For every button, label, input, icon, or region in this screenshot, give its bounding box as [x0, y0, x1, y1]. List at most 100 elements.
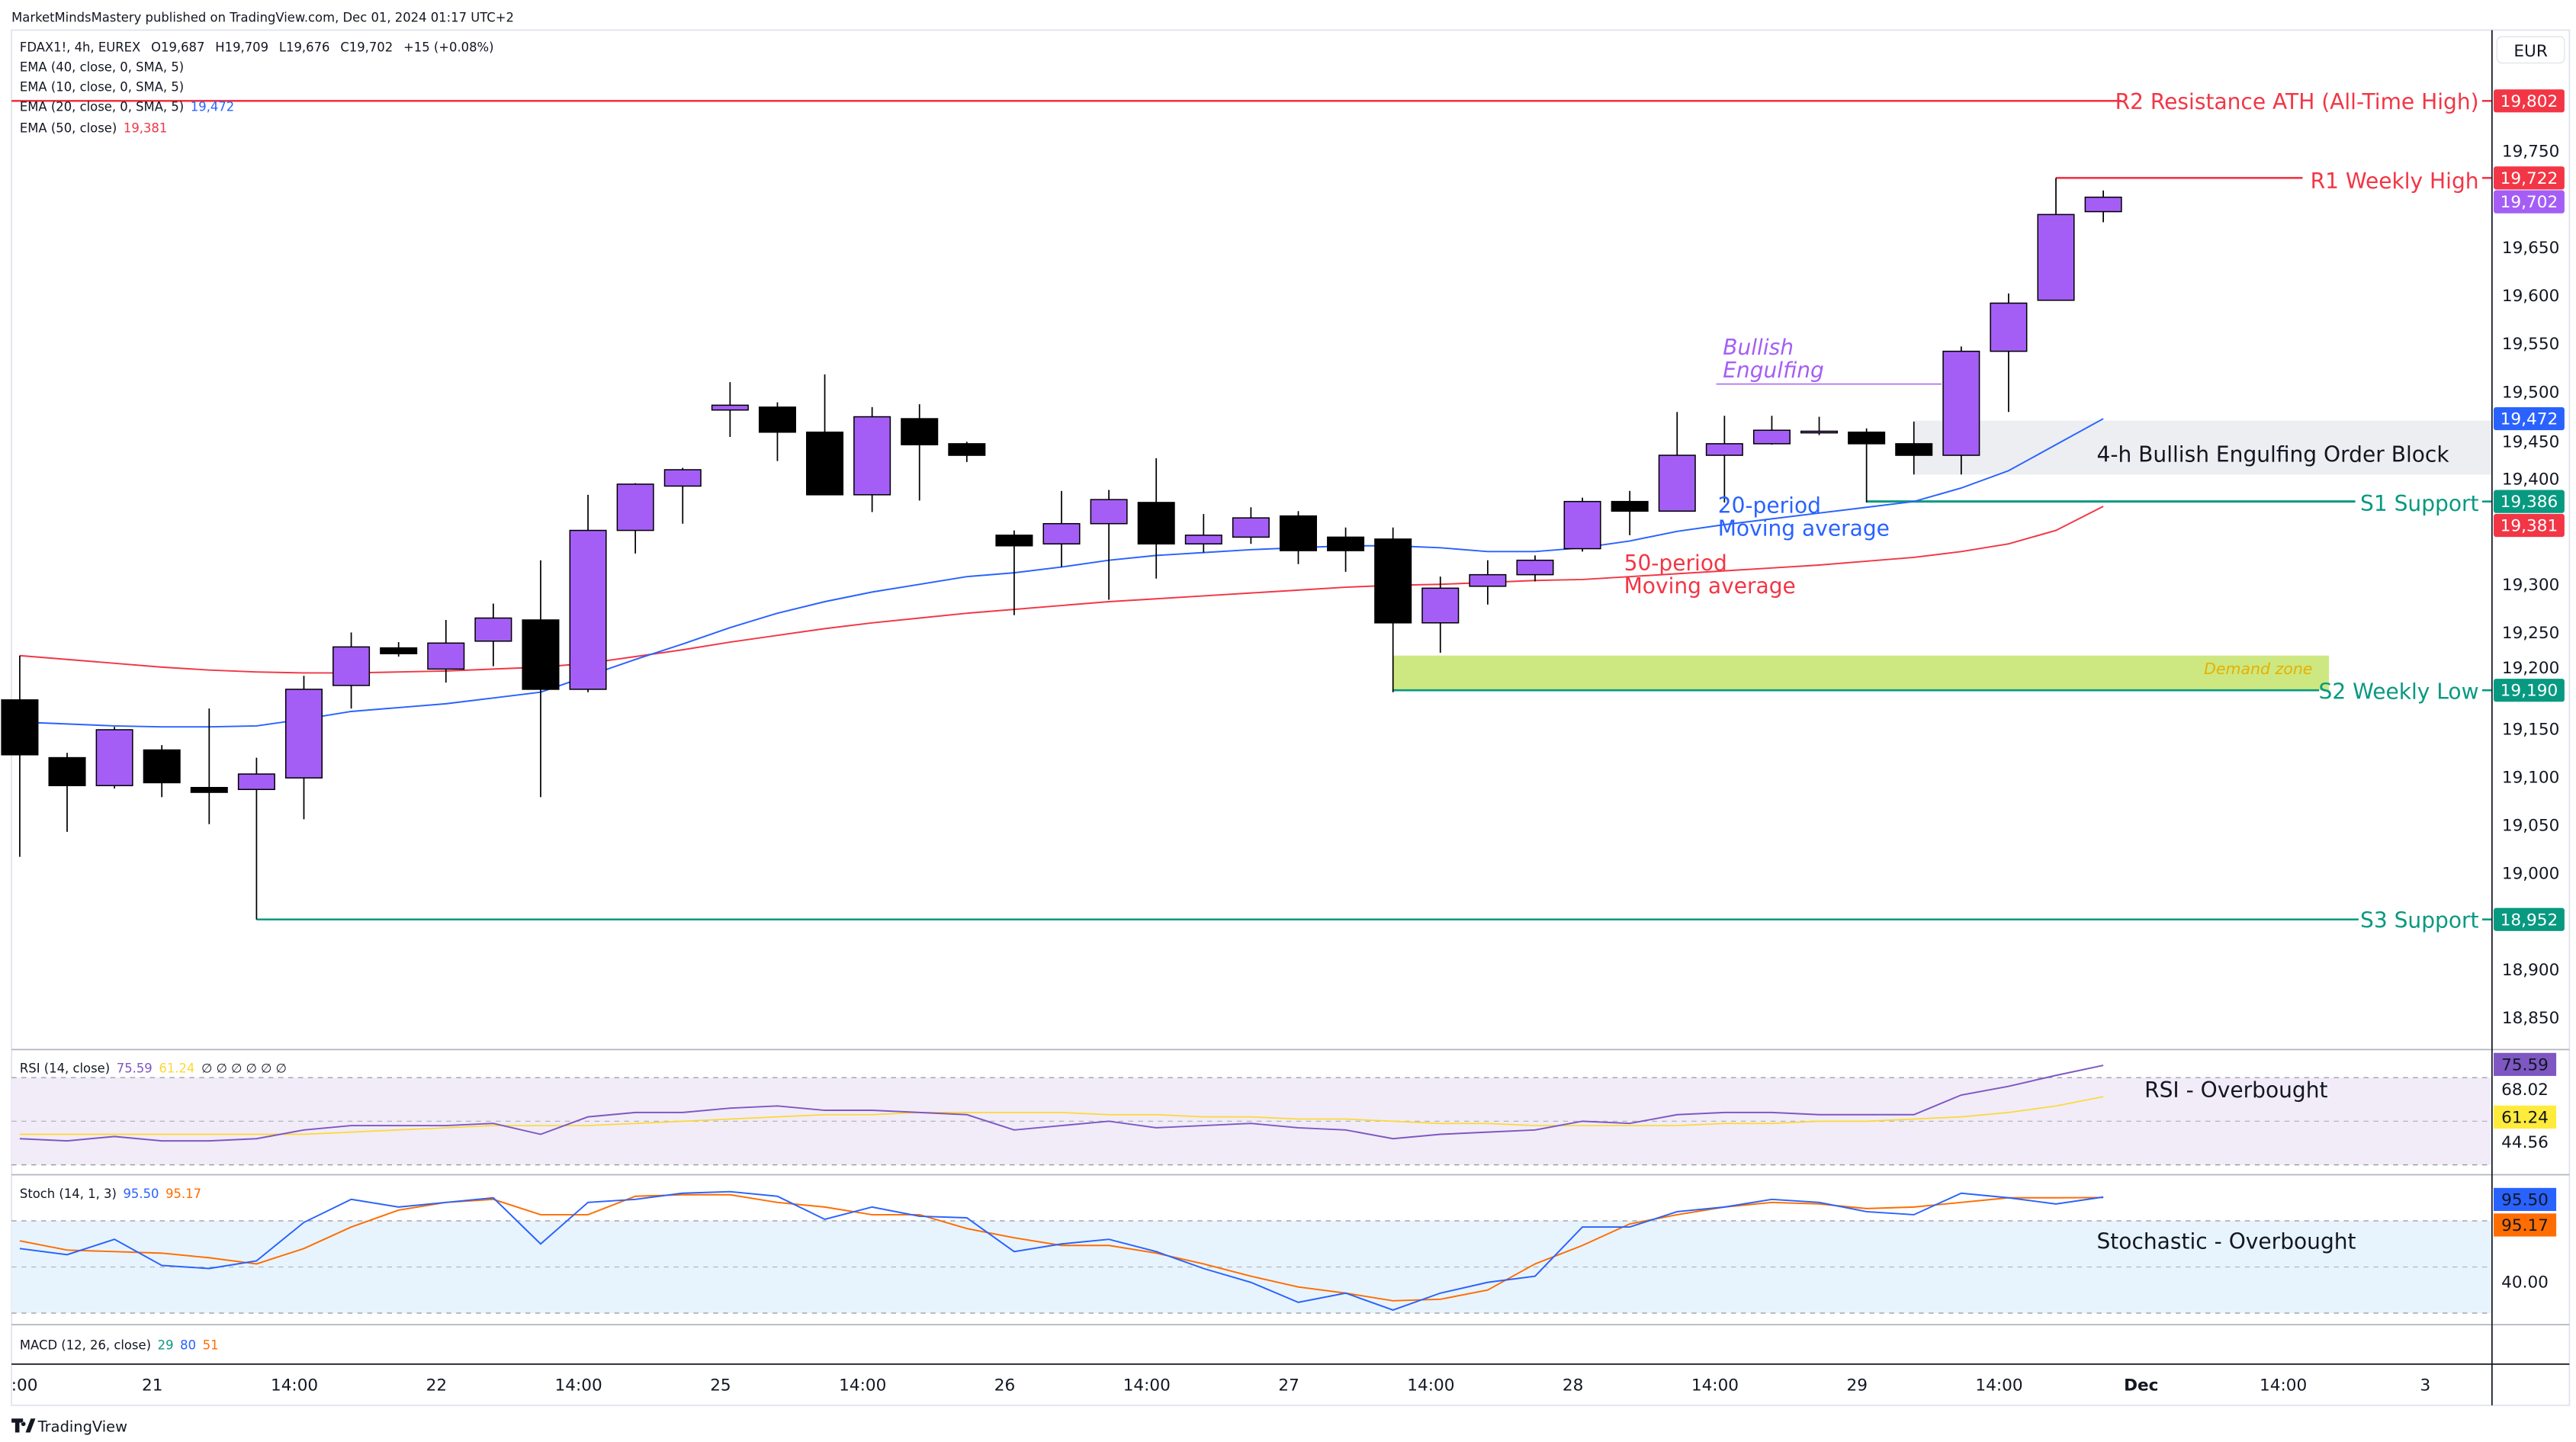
price-badge-bg	[2494, 166, 2565, 190]
price-badge-bg	[2494, 513, 2565, 538]
candle-body	[758, 406, 796, 433]
candle-body	[1611, 500, 1649, 512]
stoch-legend[interactable]: Stoch (14, 1, 3) 95.50 95.17	[20, 1187, 201, 1201]
s1-label: S1 Support	[2360, 491, 2479, 516]
candle-body	[1705, 443, 1743, 456]
time-tick: 14:00	[1407, 1376, 1454, 1395]
rsi-pane: RSI (14, close) 75.59 61.24 ∅ ∅ ∅ ∅ ∅ ∅ RSI…	[11, 1049, 2570, 1166]
candle-body	[95, 729, 133, 786]
macd-legend[interactable]: MACD (12, 26, close) 29 80 51	[20, 1338, 219, 1352]
rsi-extra: ∅ ∅ ∅ ∅ ∅ ∅	[201, 1061, 287, 1076]
candle	[1752, 416, 1791, 445]
candle-body	[332, 646, 371, 686]
rsi-lines	[19, 1065, 2104, 1142]
candle	[1184, 514, 1222, 553]
price-axis[interactable]: 19,802 19,722 19,702 19,472 19,386 19,381 19,1…	[2494, 89, 2565, 1028]
candle	[2037, 178, 2075, 301]
chart-frame	[11, 29, 2571, 1406]
bullish-engulfing-label-1: Bullish	[1723, 335, 1794, 360]
candle	[1090, 490, 1128, 600]
stoch-k-badge-text: 95.50	[2501, 1190, 2549, 1209]
stoch-axis-label-text: 40.00	[2501, 1273, 2549, 1292]
candle	[95, 727, 133, 789]
candle	[711, 382, 749, 438]
price-badge-text: 19,722	[2501, 169, 2558, 188]
price-tick: 19,400	[2502, 470, 2560, 490]
candle-body	[1042, 522, 1081, 544]
tradingview-logo[interactable]: TradingView	[11, 1418, 127, 1435]
price-badge-bg	[2494, 406, 2565, 431]
open-value: O19,687	[151, 40, 204, 55]
ma50-label-2: Moving average	[1624, 573, 1796, 599]
ema20-legend[interactable]: EMA (20, close, 0, SMA, 5) 19,472	[20, 99, 234, 114]
price-badge-text: 19,802	[2501, 92, 2558, 111]
candle	[190, 708, 228, 824]
candle	[2084, 190, 2122, 223]
candle	[1658, 412, 1696, 512]
candle-body	[1658, 454, 1696, 512]
price-tick: 19,150	[2502, 720, 2560, 739]
candle	[1137, 458, 1175, 579]
ema40-legend[interactable]: EMA (40, close, 0, SMA, 5)	[20, 59, 184, 74]
candle	[1, 655, 39, 857]
candle-body	[2037, 214, 2075, 301]
rsi-value: 75.59	[117, 1061, 153, 1076]
rsi-legend[interactable]: RSI (14, close) 75.59 61.24 ∅ ∅ ∅ ∅ ∅ ∅	[20, 1061, 287, 1076]
price-tick: 19,300	[2502, 576, 2560, 595]
candle-body	[1, 699, 39, 756]
rsi-badge: 75.59	[2494, 1052, 2557, 1076]
candle-body	[995, 535, 1033, 547]
main-legend: FDAX1!, 4h, EUREX O19,687 H19,709 L19,67…	[20, 40, 494, 136]
time-tick: 25	[710, 1376, 731, 1395]
change-value: +15 (+0.08%)	[403, 40, 494, 55]
ma20-label-1: 20-period	[1718, 493, 1821, 518]
ema50-legend[interactable]: EMA (50, close) 19,381	[20, 120, 167, 135]
stoch-k-badge-bg	[2494, 1187, 2557, 1212]
rsi-ma-value: 61.24	[159, 1061, 194, 1076]
candle-body	[48, 756, 86, 786]
candle-body	[616, 483, 654, 532]
high-value: H19,709	[215, 40, 268, 55]
candle	[1848, 428, 1886, 503]
price-tick: 19,100	[2502, 768, 2560, 787]
candle	[806, 374, 844, 496]
ema50-value: 19,381	[124, 120, 167, 135]
macd-value: 80	[180, 1338, 196, 1352]
price-badge-bg	[2494, 89, 2565, 113]
candle-body	[948, 443, 986, 456]
candle-body	[522, 619, 560, 690]
rsi-ma-line	[19, 1096, 2104, 1135]
stoch-k-badge: 95.50	[2494, 1187, 2557, 1212]
candle	[1563, 497, 1601, 552]
currency-button[interactable]	[2496, 36, 2565, 64]
price-badge-bg	[2494, 190, 2565, 214]
ema10-legend[interactable]: EMA (10, close, 0, SMA, 5)	[20, 79, 184, 94]
candle-body	[711, 404, 749, 411]
time-tick: 21	[142, 1376, 162, 1395]
stoch-d-value: 95.17	[165, 1187, 201, 1201]
time-axis[interactable]: :00 21 14:00 22 14:00 25 14:00 26 14:00 27 14:00 28…	[11, 1376, 2430, 1395]
time-tick: 29	[1846, 1376, 1867, 1395]
time-tick: :00	[11, 1376, 38, 1395]
candle	[569, 494, 607, 692]
time-tick: 14:00	[271, 1376, 318, 1395]
ema50-label: EMA (50, close)	[20, 120, 117, 135]
price-badge: 19,702	[2494, 190, 2565, 214]
candle-body	[806, 431, 844, 496]
candle-body	[1563, 500, 1601, 550]
time-tick: 14:00	[839, 1376, 886, 1395]
candle-body	[1374, 538, 1412, 624]
macd-signal-value: 51	[203, 1338, 219, 1352]
candle-body	[853, 416, 891, 496]
s2-label: S2 Weekly Low	[2319, 679, 2479, 704]
stoch-axis-label: 40.00	[2501, 1273, 2549, 1292]
price-badge-bg	[2494, 490, 2565, 513]
ema20-label: EMA (20, close, 0, SMA, 5)	[20, 99, 184, 114]
price-tick: 19,200	[2502, 659, 2560, 678]
candle	[1469, 560, 1507, 605]
rsi-axis-label: 68.02	[2501, 1081, 2549, 1100]
candle-body	[427, 642, 465, 670]
demand-zone-label: Demand zone	[2204, 660, 2312, 678]
time-tick: 14:00	[1123, 1376, 1171, 1395]
